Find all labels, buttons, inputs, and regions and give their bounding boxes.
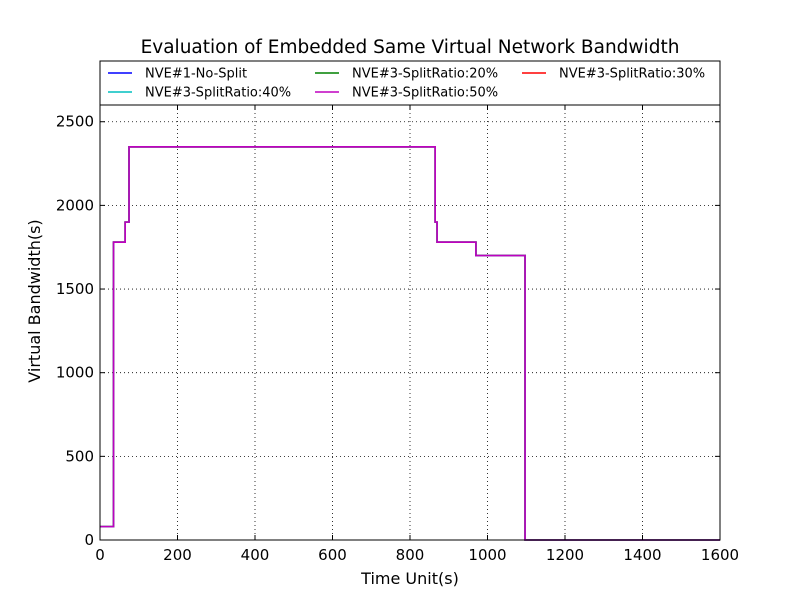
axis-ticks: 0 200 400 600 800 1000 1200 1400 1600 0 500 1000 150… — [56, 105, 739, 564]
y-tick-label: 500 — [65, 447, 94, 465]
legend-label-2: NVE#3-SplitRatio:20% — [352, 67, 498, 82]
grid — [100, 105, 720, 540]
x-tick-label: 0 — [95, 546, 105, 564]
x-axis-label: Time Unit(s) — [360, 569, 459, 588]
x-tick-label: 400 — [241, 546, 270, 564]
y-tick-label: 1000 — [56, 364, 94, 382]
series-lines — [100, 146, 720, 541]
legend-label-3: NVE#3-SplitRatio:30% — [559, 67, 705, 82]
x-tick-label: 200 — [163, 546, 192, 564]
plot-frame — [99, 104, 721, 541]
x-tick-label: 1200 — [546, 546, 584, 564]
legend-box — [99, 60, 721, 106]
y-tick-label: 1500 — [56, 280, 94, 298]
x-tick-label: 1000 — [468, 546, 506, 564]
y-tick-label: 2500 — [56, 113, 94, 131]
legend: NVE#1-No-Split NVE#3-SplitRatio:20% NVE#3-… — [99, 60, 721, 106]
x-tick-label: 800 — [396, 546, 425, 564]
legend-label-5: NVE#3-SplitRatio:50% — [352, 86, 498, 101]
legend-label-4: NVE#3-SplitRatio:40% — [145, 86, 291, 101]
y-tick-label: 2000 — [56, 196, 94, 214]
x-tick-label: 1600 — [701, 546, 739, 564]
y-axis-label: Virtual Bandwidth(s) — [25, 219, 44, 382]
chart-title: Evaluation of Embedded Same Virtual Netw… — [141, 37, 680, 58]
series-line-5 — [100, 146, 720, 541]
y-tick-label: 0 — [84, 531, 94, 549]
legend-label-1: NVE#1-No-Split — [145, 67, 247, 82]
x-tick-label: 1400 — [623, 546, 661, 564]
x-tick-label: 600 — [318, 546, 347, 564]
